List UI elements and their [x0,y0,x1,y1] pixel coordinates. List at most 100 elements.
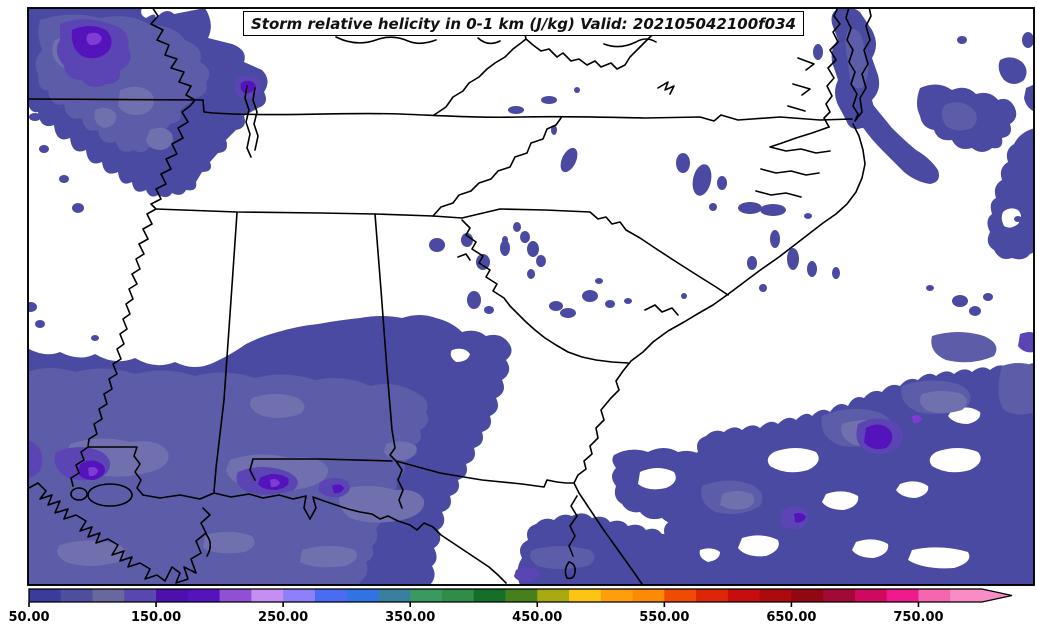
helicity-contour [57,540,126,566]
border-ohio-river [335,36,657,48]
colorbar-segment [251,589,284,602]
colorbar-segment [886,589,920,602]
border-alabama-georgia [374,213,397,462]
colorbar-segment [823,589,856,602]
helicity-contour [28,440,43,478]
helicity-contour [1018,332,1034,353]
colorbar-extend-arrow [982,589,1012,602]
border-florida-north [249,458,574,509]
border-tennessee-south [155,208,434,217]
helicity-contour [912,415,922,424]
colorbar-segment [854,589,888,602]
helicity-contour [794,513,806,523]
colorbar-segment [441,589,475,602]
title-text: Storm relative helicity in 0-1 km (J/kg)… [251,14,796,33]
helicity-small-patches [926,285,993,316]
helicity-contour [514,567,539,582]
helicity-contour [987,128,1034,260]
colorbar-tick-label: 350.00 [385,610,435,625]
helicity-contour [250,394,305,418]
helicity-contour [957,36,967,44]
small-lakes-georgia [457,253,679,316]
helicity-contour [1024,84,1034,112]
helicity-contour [88,467,98,477]
colorbar-segment [473,589,507,602]
colorbar-segment [29,589,62,602]
colorbar-outline [28,588,1013,603]
helicity-contour [931,332,997,363]
colorbar-segment [918,589,951,602]
colorbar-segment [219,589,252,602]
border-louisiana-mississippi [87,446,144,496]
barrier-islands [205,533,212,557]
lake-pontchartrain [87,483,133,507]
coast-gulf [28,482,507,584]
helicity-contour [1022,32,1034,48]
colorbar-tick-label: 450.00 [512,610,562,625]
colorbar-segment [283,589,316,602]
colorbar-segment [569,589,602,602]
colorbar-tick-label: 150.00 [131,610,181,625]
colorbar-segment [156,589,189,602]
colorbar-segment [727,589,761,602]
coast-atlantic [573,123,866,585]
coast-delmarva [845,8,872,122]
sounds-northcarolina [755,126,831,198]
border-northcarolina-southcarolina [432,208,729,296]
helicity-contour [919,391,967,413]
colorbar-tick-label: 250.00 [258,610,308,625]
helicity-contour [203,531,255,554]
colorbar-segment [950,589,983,602]
colorbar-segment [600,589,634,602]
helicity-small-patches [28,113,99,341]
helicity-contour [94,107,117,128]
helicity-contour [813,44,823,60]
helicity-contour [270,479,280,488]
helicity-contour [240,80,256,94]
helicity-contour [780,506,809,530]
title-box: Storm relative helicity in 0-1 km (J/kg)… [243,11,804,36]
state-borders-layer [28,8,872,585]
border-mississippi-alabama [213,212,238,493]
helicity-contour [332,484,344,494]
helicity-contour [146,127,173,150]
colorbar-segment [537,589,570,602]
colorbar-tick-label: 650.00 [766,610,816,625]
colorbar-segment [187,589,221,602]
helicity-contour [530,546,595,569]
colorbar-tick-label: 50.00 [8,610,49,625]
colorbar-segment [92,589,125,602]
border-mississippi-river [70,8,196,487]
helicity-contour [28,368,428,585]
helicity-contour [1014,216,1022,222]
colorbar: 50.00 150.00 250.00 350.00 450.00 550.00 650.0… [8,588,1013,625]
helicity-small-patches [429,87,840,318]
border-kentucky-virginia-westvirginia [433,29,655,116]
colorbar-segment [505,589,538,602]
helicity-contour [300,546,358,568]
colorbar-segment [791,589,824,602]
river-st-johns [564,495,578,580]
colorbar-segment [60,589,94,602]
helicity-contour [941,102,977,131]
colorbar-tick-label: 750.00 [893,610,943,625]
border-missouri-arkansas-and-kytn-vanc [28,98,853,122]
colorbar-segment [410,589,443,602]
helicity-contour [118,86,154,115]
colorbar-segment [314,589,348,602]
helicity-contour [384,441,417,460]
helicity-contour [339,486,425,523]
colorbar-segment [696,589,729,602]
helicity-contour [864,424,893,450]
colorbar-segment [378,589,411,602]
border-tennessee-northcarolina [432,117,562,217]
border-georgia-southcarolina [461,219,629,364]
helicity-contour [720,491,755,510]
colorbar-segment [632,589,665,602]
colorbar-segment [759,589,792,602]
coast-chesapeake-west [823,8,841,128]
helicity-field-layer [28,8,1034,585]
colorbar-segment [346,589,380,602]
